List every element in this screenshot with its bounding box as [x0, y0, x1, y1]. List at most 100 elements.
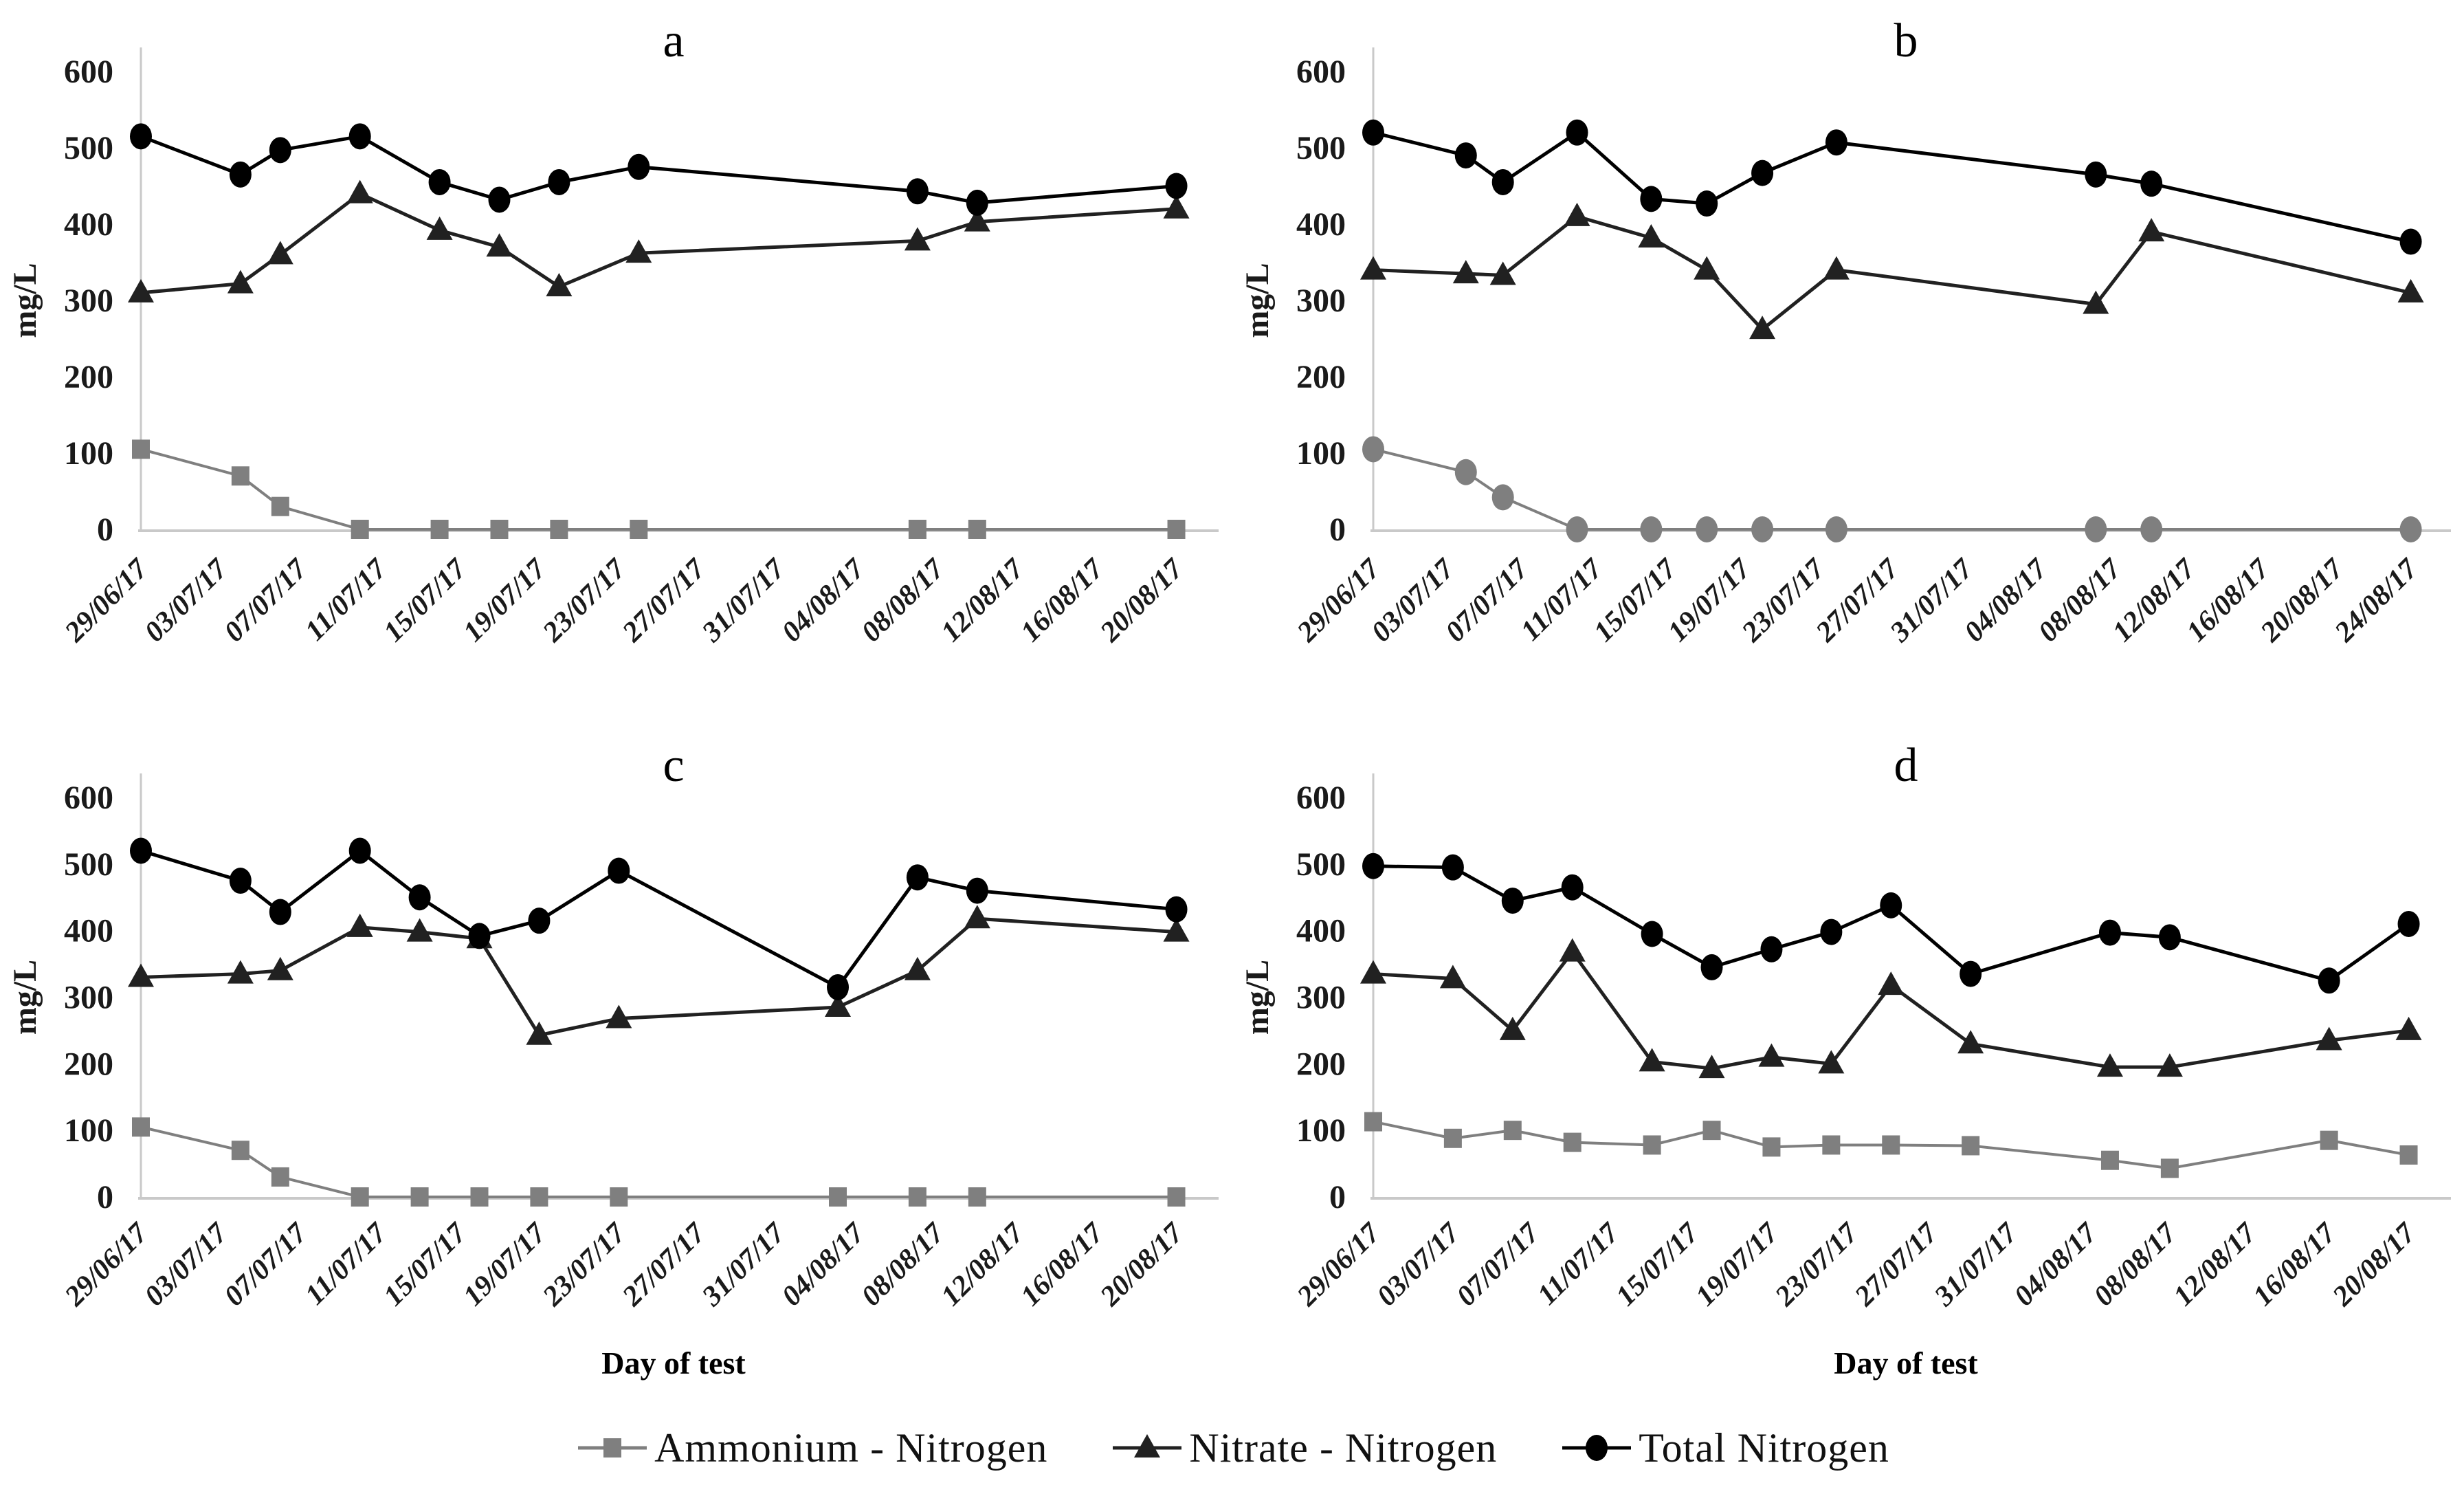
- data-point-circle: [130, 123, 152, 150]
- data-point-triangle: [267, 956, 293, 980]
- y-tick-label: 200: [64, 1046, 113, 1082]
- data-point-square: [1364, 1112, 1382, 1132]
- data-point-triangle: [606, 1004, 632, 1028]
- x-tick-label: 07/07/17: [219, 552, 315, 648]
- x-tick-label: 19/07/17: [1689, 1216, 1786, 1312]
- data-point-circle: [966, 189, 988, 216]
- data-point-square: [1167, 1187, 1186, 1207]
- x-tick-label: 11/07/17: [1531, 1216, 1626, 1311]
- data-point-circle: [1960, 960, 1982, 987]
- data-point-circle: [1700, 954, 1723, 980]
- x-tick-label: 20/08/17: [2254, 552, 2351, 648]
- total-series: [1362, 852, 2420, 994]
- x-tick-label: 23/07/17: [537, 1216, 633, 1312]
- legend-item-ammonium: Ammonium - Nitrogen: [575, 1424, 1047, 1472]
- data-point-circle: [1561, 874, 1584, 901]
- y-axis-title: mg/L: [7, 263, 43, 338]
- data-point-circle: [906, 178, 929, 205]
- data-point-square: [1822, 1135, 1841, 1155]
- data-point-circle: [2085, 161, 2107, 188]
- y-tick-label: 600: [1296, 780, 1346, 816]
- data-point-circle: [130, 837, 152, 864]
- data-point-circle: [1586, 1435, 1608, 1461]
- nitrate-series: [1360, 202, 2424, 340]
- data-point-square: [2100, 1150, 2119, 1170]
- x-tick-label: 03/07/17: [139, 552, 235, 648]
- total-series: [1362, 119, 2422, 255]
- nitrate-line: [140, 191, 1177, 295]
- x-tick-label: 11/07/17: [299, 552, 394, 647]
- data-point-square: [132, 439, 150, 459]
- figure-legend: Ammonium - Nitrogen Nitrate - Nitrogen Tot…: [0, 1389, 2464, 1507]
- data-point-circle: [1751, 516, 1774, 542]
- data-point-square: [430, 520, 449, 539]
- data-point-circle: [1641, 921, 1663, 947]
- total-line: [140, 848, 1177, 990]
- data-point-triangle: [1749, 316, 1776, 340]
- total-series: [130, 837, 1188, 1000]
- x-tick-label: 23/07/17: [1769, 1216, 1865, 1312]
- data-point-circle: [348, 837, 371, 864]
- data-point-triangle: [1489, 261, 1516, 285]
- data-point-square: [610, 1187, 628, 1207]
- data-point-circle: [1165, 896, 1188, 923]
- x-tick-label: 19/07/17: [457, 552, 553, 648]
- ammonium-line: [140, 1125, 1177, 1198]
- data-point-square: [1167, 520, 1186, 539]
- data-point-square: [271, 1167, 289, 1187]
- data-point-circle: [1825, 129, 1847, 156]
- data-point-circle: [269, 899, 291, 925]
- ammonium-line: [1373, 448, 2411, 531]
- x-tick-label: 03/07/17: [1371, 1216, 1467, 1312]
- data-point-circle: [1454, 142, 1477, 169]
- data-point-circle: [827, 974, 850, 1000]
- total-line: [1373, 864, 2410, 983]
- legend-square-marker-icon: [578, 1438, 647, 1458]
- x-tick-label: 31/07/17: [1884, 552, 1980, 648]
- x-tick-label: 11/07/17: [299, 1216, 394, 1311]
- data-point-circle: [1165, 173, 1188, 199]
- data-point-square: [271, 496, 289, 516]
- data-point-circle: [1362, 852, 1384, 879]
- data-point-square: [2320, 1130, 2338, 1150]
- data-point-triangle: [227, 960, 254, 984]
- chart-title-c: c: [663, 739, 684, 792]
- y-axis-title: mg/L: [7, 960, 43, 1035]
- data-point-circle: [528, 908, 551, 934]
- y-tick-label: 300: [1296, 980, 1346, 1016]
- data-point-circle: [1362, 119, 1384, 146]
- x-tick-label: 04/08/17: [776, 1216, 872, 1312]
- y-tick-label: 600: [64, 54, 113, 90]
- data-point-triangle: [267, 241, 293, 265]
- y-tick-label: 500: [64, 846, 113, 883]
- ammonium-line: [1373, 1120, 2409, 1170]
- data-point-circle: [1362, 436, 1384, 463]
- y-tick-label: 300: [64, 980, 113, 1016]
- legend-item-total: Total Nitrogen: [1559, 1424, 1889, 1472]
- x-tick-label: 12/08/17: [2168, 1216, 2264, 1312]
- data-point-square: [351, 520, 369, 539]
- data-point-triangle: [346, 179, 373, 204]
- data-point-triangle: [2397, 278, 2424, 302]
- x-tick-label: 27/07/17: [616, 552, 712, 648]
- data-point-triangle: [1499, 1016, 1526, 1040]
- x-tick-label: 07/07/17: [1451, 1216, 1547, 1312]
- data-point-circle: [1696, 190, 1718, 217]
- y-tick-label: 600: [64, 780, 113, 816]
- data-point-circle: [1566, 119, 1588, 146]
- data-point-triangle: [1818, 1050, 1845, 1074]
- data-point-square: [490, 520, 509, 539]
- y-tick-label: 100: [1296, 435, 1346, 472]
- chart-title-d: d: [1894, 739, 1918, 792]
- data-point-triangle: [426, 216, 453, 240]
- data-point-circle: [2399, 516, 2422, 542]
- data-point-circle: [628, 153, 650, 180]
- data-point-triangle: [2316, 1026, 2342, 1050]
- y-tick-label: 400: [1296, 913, 1346, 949]
- data-point-triangle: [1878, 971, 1905, 996]
- data-point-square: [231, 466, 249, 486]
- data-point-circle: [906, 864, 929, 891]
- data-point-triangle: [1452, 260, 1479, 284]
- chart-title-b: b: [1894, 14, 1918, 67]
- data-point-circle: [229, 868, 252, 894]
